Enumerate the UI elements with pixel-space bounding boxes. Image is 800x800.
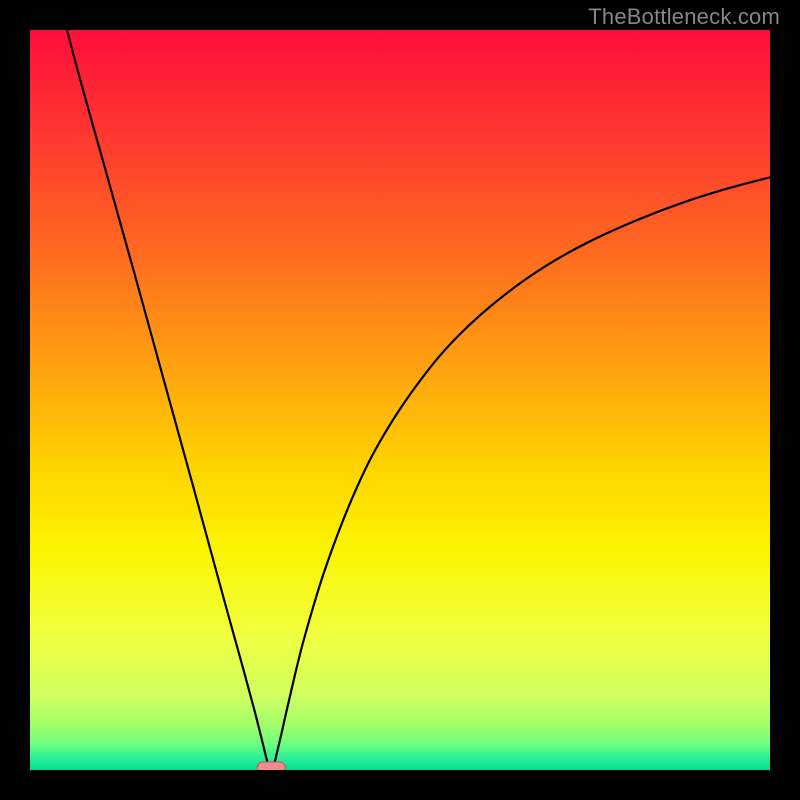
watermark-text: TheBottleneck.com: [588, 4, 780, 30]
chart-plot-area: [30, 30, 770, 770]
minimum-marker: [30, 30, 770, 770]
